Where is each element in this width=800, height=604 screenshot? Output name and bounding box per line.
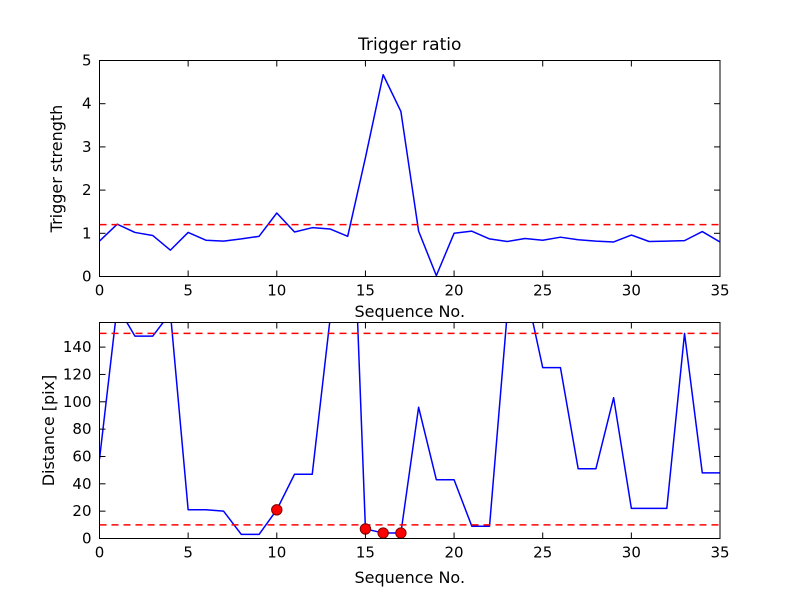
y-tick-label: 20 [72,502,91,520]
y-tick-label: 0 [82,530,92,548]
top-ylabel: Trigger strength [47,105,66,234]
bottom-chart: 0 5 10 15 20 25 30 35 0 20 40 60 80 100 120 140 [63,322,730,562]
y-tick-label: 40 [72,475,91,493]
top-xlabel: Sequence No. [354,302,465,321]
marker-dot [395,527,407,539]
x-tick-label: 10 [267,282,286,300]
plot-frame [99,60,721,277]
series-group [99,74,720,277]
x-tick-label: 25 [533,282,552,300]
y-tick-label: 2 [82,181,92,199]
y-tick-label: 120 [63,365,92,383]
x-tick-label: 15 [356,282,375,300]
y-tick-label: 5 [82,52,92,70]
x-tick-label: 10 [267,544,286,562]
data-line [99,74,720,277]
y-tick-label: 4 [82,95,92,113]
x-tick-label: 0 [95,544,105,562]
y-tick-label: 100 [63,393,92,411]
y-tick-label: 1 [82,224,92,242]
y-tick-label: 140 [63,338,92,356]
data-line [99,322,720,536]
chart-title: Trigger ratio [357,35,461,55]
x-tick-label: 5 [183,282,193,300]
y-tick-label: 0 [82,268,92,286]
x-tick-label: 25 [533,544,552,562]
x-tick-label: 30 [622,544,641,562]
x-tick-label: 15 [356,544,375,562]
bottom-xlabel: Sequence No. [354,568,465,587]
x-tick-label: 35 [710,544,729,562]
plot-frame [99,322,721,539]
x-tick-label: 20 [445,544,464,562]
x-tick-label: 0 [95,282,105,300]
bottom-ylabel: Distance [pix] [39,375,58,487]
y-tick-label: 60 [72,447,91,465]
series-group [99,322,720,536]
x-tick-label: 5 [183,544,193,562]
x-tick-label: 30 [622,282,641,300]
plot-background [99,322,720,539]
x-tick-label: 20 [445,282,464,300]
marker-dot [377,527,389,539]
y-tick-label: 80 [72,420,91,438]
y-tick-label: 3 [82,138,92,156]
top-chart: 0 5 10 15 20 25 30 35 0 1 2 3 4 5 [82,52,730,300]
marker-dot [271,504,283,516]
x-tick-label: 35 [710,282,729,300]
